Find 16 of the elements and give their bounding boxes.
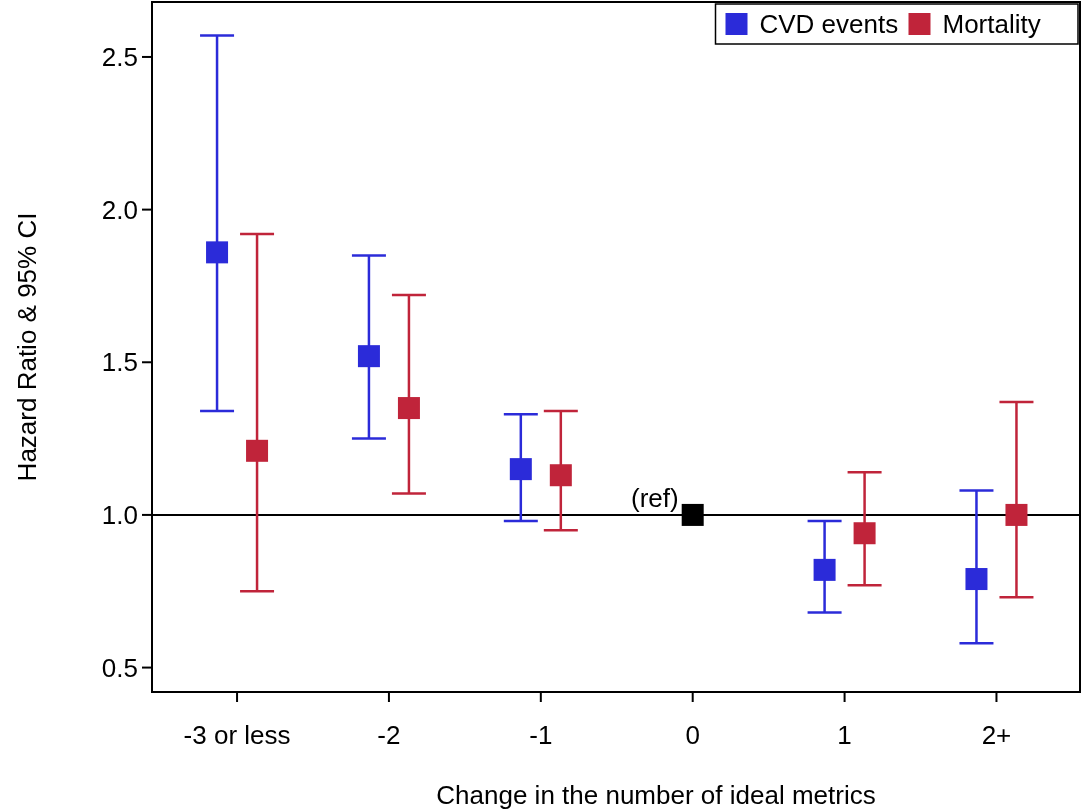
y-tick-label: 2.0 bbox=[101, 194, 138, 225]
x-tick-label: 1 bbox=[837, 720, 852, 750]
x-tick-label: -2 bbox=[377, 720, 401, 750]
y-tick-label: 1.0 bbox=[101, 500, 138, 531]
legend-label: CVD events bbox=[759, 9, 899, 40]
y-axis-title: Hazard Ratio & 95% CI bbox=[12, 212, 42, 482]
annotation: (ref) bbox=[631, 482, 679, 513]
x-tick-label: 2+ bbox=[981, 720, 1012, 750]
y-tick-label: 0.5 bbox=[101, 652, 138, 683]
y-tick-label: 1.5 bbox=[101, 347, 138, 378]
y-tick-label: 2.5 bbox=[101, 42, 138, 73]
legend-label: Mortality bbox=[942, 9, 1041, 40]
x-axis-title: Change in the number of ideal metrics bbox=[436, 780, 876, 810]
x-tick-label: -1 bbox=[529, 720, 553, 750]
x-tick-label: 0 bbox=[685, 720, 700, 750]
x-tick-label: -3 or less bbox=[183, 720, 291, 750]
